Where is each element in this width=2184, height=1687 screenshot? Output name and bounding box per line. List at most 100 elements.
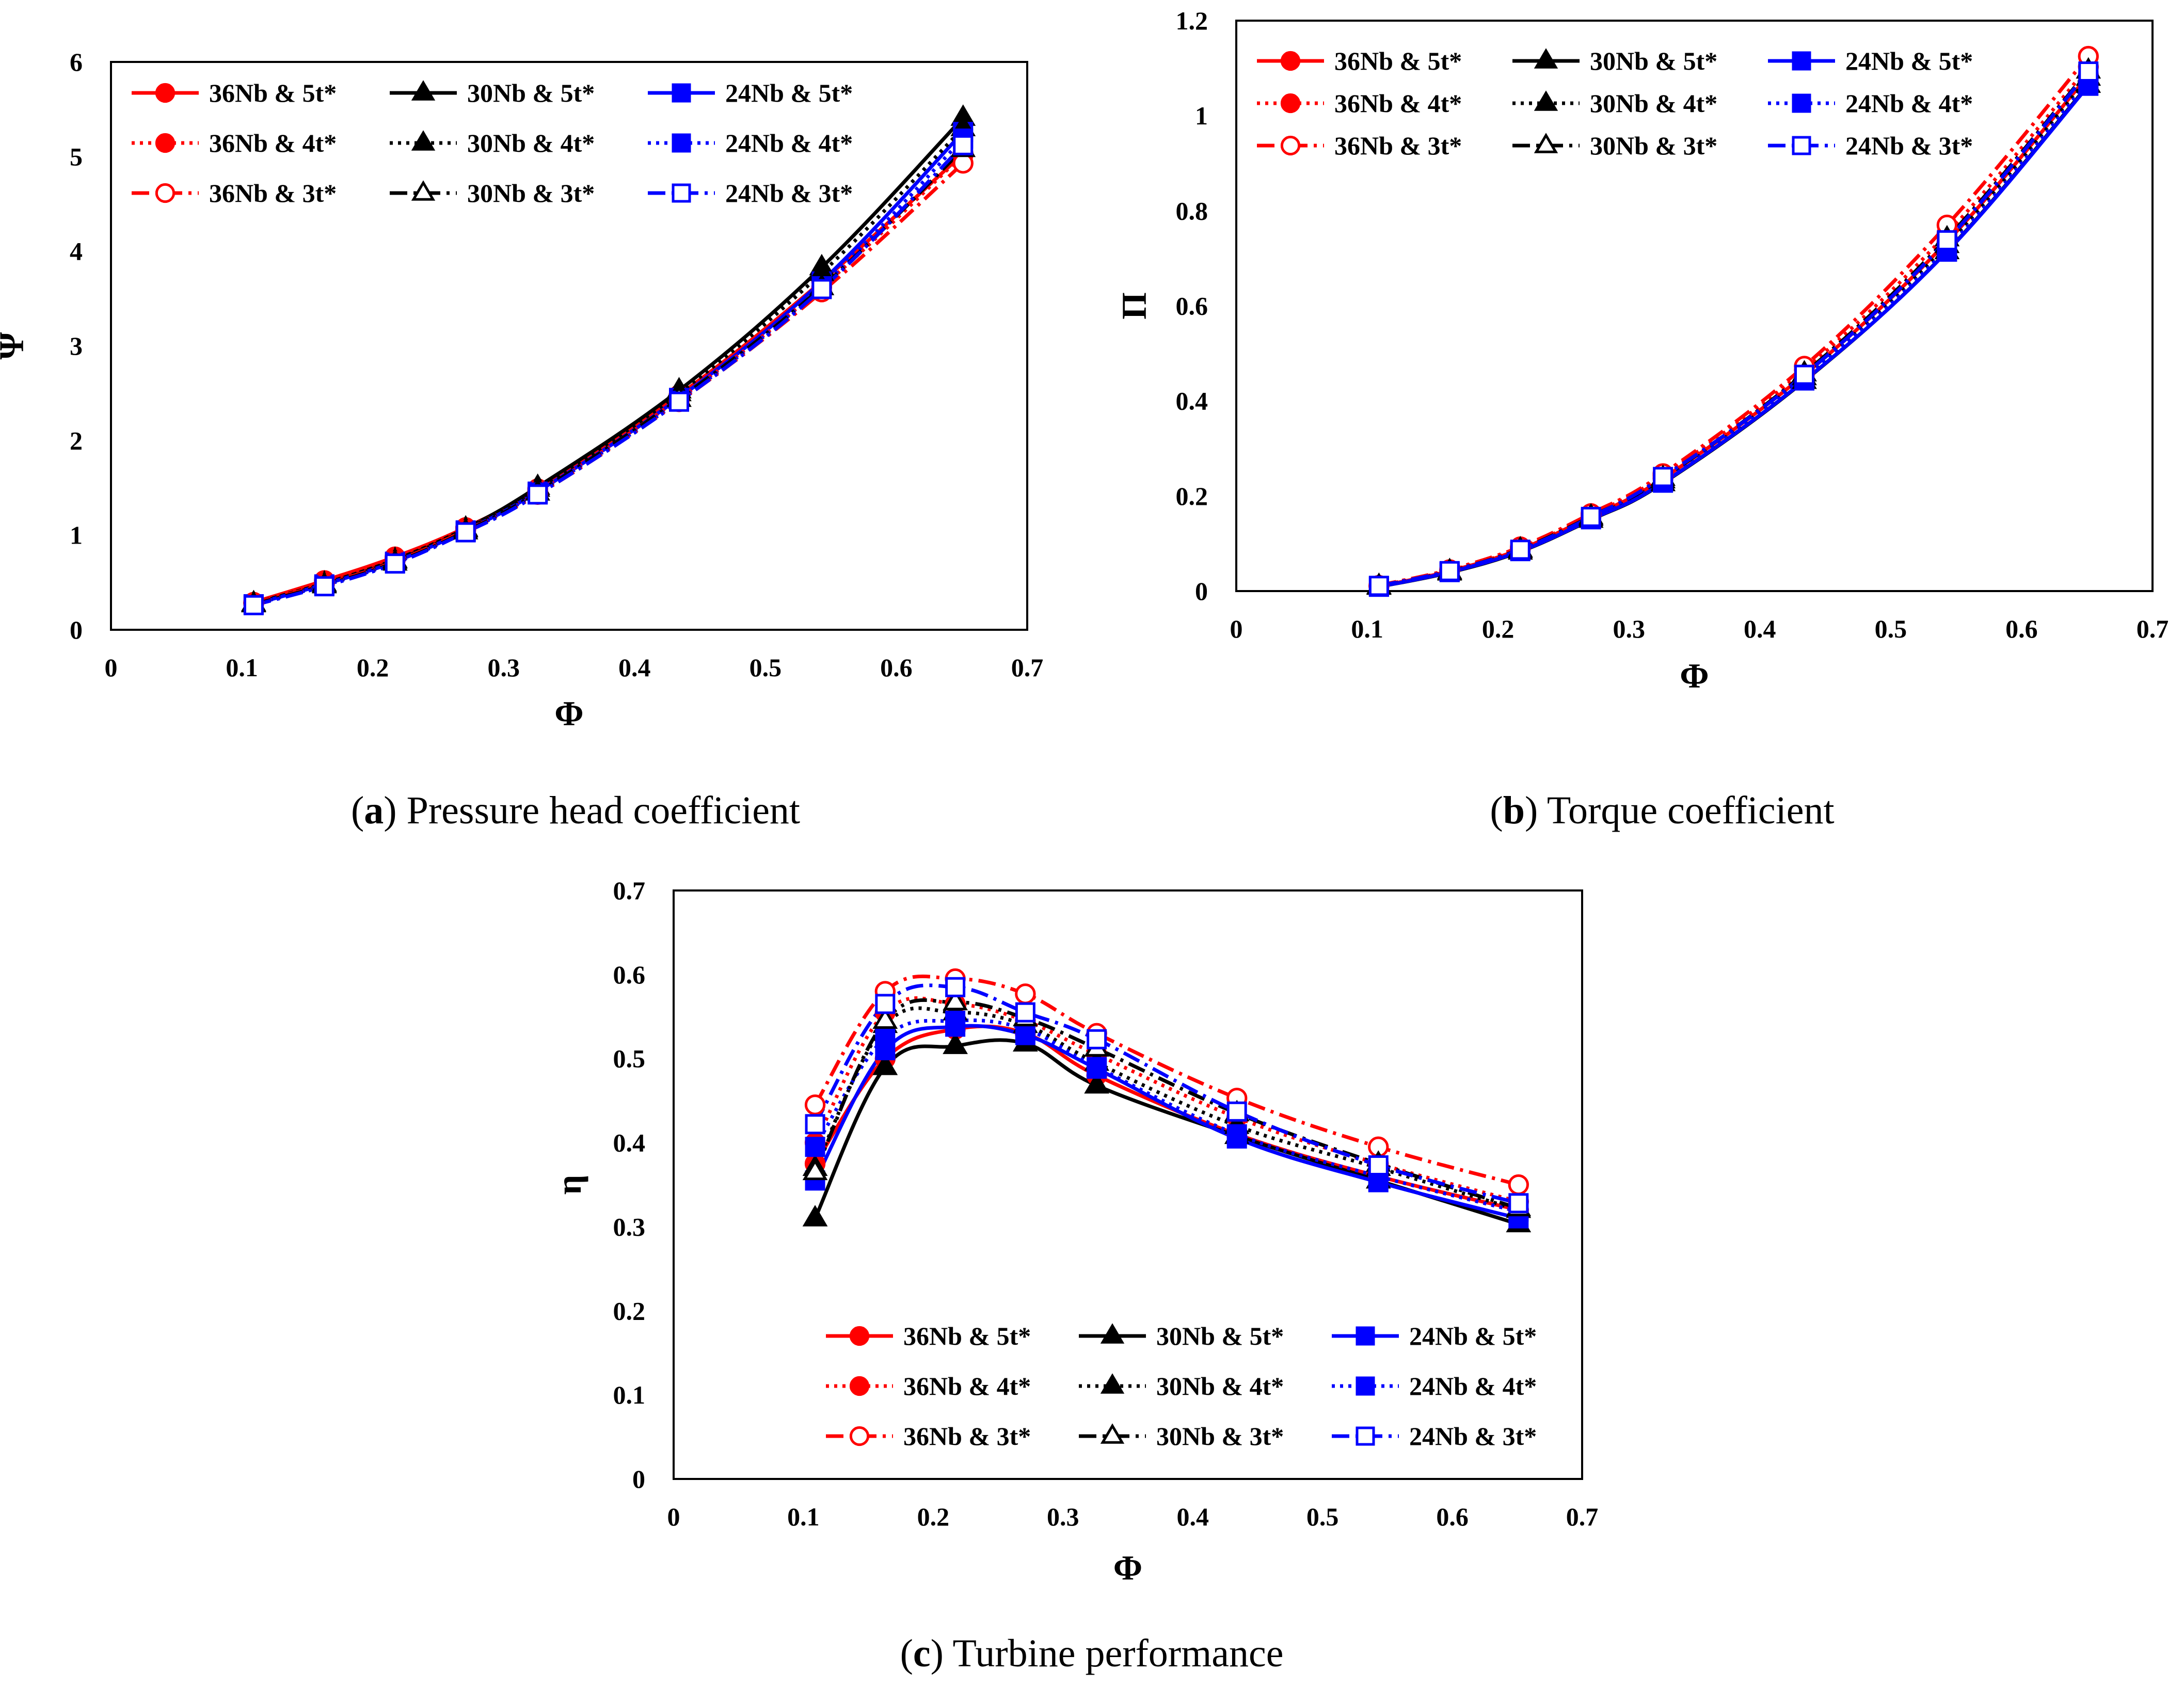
legend-marker [1356,1326,1375,1346]
data-point-30nb-3t [943,989,968,1011]
data-point-30nb-5t [1084,1072,1110,1094]
legend-label: 36Nb & 4t* [209,129,337,157]
y-tick-label: 0.6 [613,960,646,989]
x-axis-title: Φ [1113,1548,1142,1587]
y-tick-label: 0.2 [1176,482,1208,511]
legend-label: 24Nb & 4t* [1845,89,1973,118]
y-tick-label: 0.3 [613,1212,646,1241]
data-point-24nb-4t [875,1027,896,1048]
x-tick-label: 0.5 [750,653,782,682]
legend-label: 24Nb & 5t* [1845,46,1973,75]
legend: 36Nb & 5t* 30Nb & 5t* 24Nb & 5t* 36Nb & 4t*… [132,78,853,208]
legend-label: 30Nb & 4t* [1156,1372,1284,1400]
caption-a-letter: a [364,789,384,832]
legend-label: 24Nb & 5t* [1409,1322,1537,1350]
caption-b-letter: b [1503,789,1525,832]
caption-a: (a) Pressure head coefficient [351,789,800,832]
data-point-24nb-3t [1510,539,1531,560]
legend-label: 24Nb & 4t* [1409,1372,1537,1400]
y-tick-label: 1 [70,521,83,550]
data-point-24nb-3t [875,994,896,1014]
data-point-36nb-3t [1508,1174,1529,1196]
legend-label: 30Nb & 5t* [1590,46,1717,75]
legend-label: 24Nb & 5t* [725,78,853,107]
legend-item-30nb-3t: 30Nb & 3t* [390,179,595,208]
legend-item-24nb-4t: 24Nb & 4t* [1768,89,1973,118]
x-tick-label: 0.6 [2005,614,2038,643]
data-point-30nb-5t [802,1205,828,1227]
x-tick-label: 0.1 [226,653,258,682]
data-point-24nb-4t [1226,1124,1247,1144]
data-point-24nb-3t [945,977,966,997]
data-point-24nb-3t [811,279,832,299]
x-tick-label: 0.4 [1176,1502,1209,1531]
legend-marker [1534,133,1558,153]
data-point-30nb-5t [872,1053,898,1075]
x-tick-label: 0 [1230,614,1243,643]
legend-marker [1100,1373,1125,1394]
x-tick-label: 0 [667,1502,680,1531]
legend-item-24nb-4t: 24Nb & 4t* [1332,1372,1537,1400]
legend-marker [1356,1376,1375,1396]
legend-label: 30Nb & 5t* [1156,1322,1284,1350]
y-tick-label: 1.2 [1176,6,1208,35]
legend-item-30nb-5t: 30Nb & 5t* [1079,1322,1284,1350]
data-point-24nb-3t [1368,576,1389,596]
legend-item-24nb-5t: 24Nb & 5t* [1768,46,1973,75]
legend-marker [411,180,436,201]
data-point-24nb-4t [945,1010,966,1031]
legend-item-30nb-5t: 30Nb & 5t* [1512,46,1717,75]
x-tick-label: 0.6 [880,653,913,682]
legend: 36Nb & 5t* 30Nb & 5t* 24Nb & 5t* 36Nb & 4t*… [1257,46,1973,160]
legend-marker [1534,90,1558,111]
series-markers [802,968,1532,1233]
data-point-24nb-3t [314,576,334,597]
x-tick-label: 0.3 [1047,1502,1079,1531]
legend-item-30nb-5t: 30Nb & 5t* [390,78,595,107]
plot-area-frame [110,61,1028,631]
data-point-24nb-3t [385,553,405,574]
data-point-24nb-3t [1508,1193,1529,1214]
caption-c: (c) Turbine performance [900,1632,1284,1675]
legend-item-30nb-3t: 30Nb & 3t* [1079,1422,1284,1451]
x-tick-label: 0.1 [787,1502,820,1531]
x-axis-title: Φ [1680,656,1709,695]
data-point-24nb-3t [1087,1029,1107,1049]
legend-marker [672,83,691,103]
legend-item-30nb-4t: 30Nb & 4t* [1512,89,1717,118]
data-point-24nb-3t [1581,506,1601,527]
legend-item-24nb-5t: 24Nb & 5t* [1332,1322,1537,1350]
legend-item-24nb-5t: 24Nb & 5t* [648,78,853,107]
y-tick-label: 6 [70,47,83,76]
series-line-24nb-3t [1378,70,2090,588]
data-point-24nb-3t [455,522,476,543]
y-tick-label: 0.5 [613,1044,646,1073]
legend-marker [672,133,691,153]
legend-item-24nb-3t: 24Nb & 3t* [1332,1422,1537,1451]
legend-marker [411,130,436,151]
legend-label: 36Nb & 3t* [209,179,337,208]
data-point-24nb-3t [1226,1101,1247,1122]
y-tick-label: 0 [1195,577,1208,606]
data-point-24nb-3t [2078,61,2099,82]
data-point-24nb-3t [1015,1002,1035,1023]
data-point-24nb-3t [1937,230,1957,250]
legend-item-36nb-3t: 36Nb & 3t* [826,1422,1031,1451]
x-tick-label: 0.1 [1351,614,1383,643]
y-tick-label: 2 [70,426,83,455]
y-tick-label: 3 [70,331,83,360]
legend-marker [1792,51,1811,71]
data-point-24nb-3t [953,135,974,155]
data-point-24nb-3t [1653,467,1673,487]
legend-marker [1792,136,1811,155]
legend-marker [1792,93,1811,113]
legend-item-36nb-5t: 36Nb & 5t* [826,1322,1031,1350]
x-tick-label: 0.7 [1011,653,1044,682]
legend-marker [1356,1426,1375,1446]
y-tick-label: 5 [70,142,83,171]
y-axis-title: η [549,1175,588,1195]
legend-marker [155,183,176,203]
legend-label: 36Nb & 3t* [903,1422,1031,1451]
plot-area-frame [1235,20,2154,592]
data-point-24nb-3t [1368,1155,1389,1176]
